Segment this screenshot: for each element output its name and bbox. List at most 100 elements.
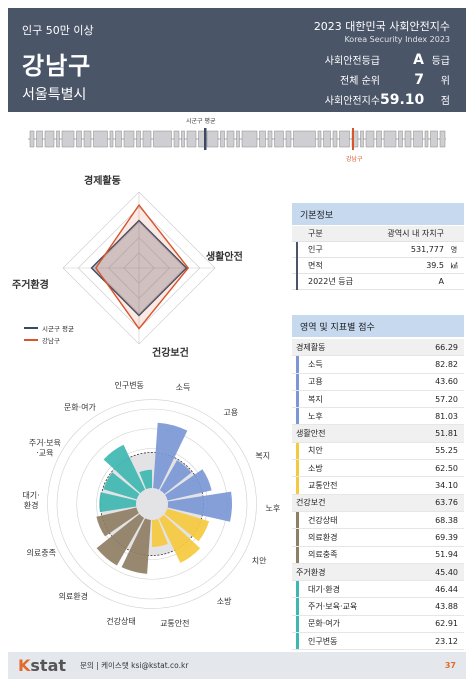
indicator-score: 43.60 [435, 377, 458, 387]
grade-value: A [413, 52, 424, 68]
rank-tick [439, 130, 446, 148]
legend-swatch-self [24, 339, 38, 341]
info-value: 39.5 [426, 261, 444, 270]
indicator-row: 소득 82.82 [292, 356, 464, 374]
domain-color-strip [296, 581, 299, 598]
logo-k: K [18, 656, 31, 675]
domain-color-strip [296, 546, 299, 563]
rank-tick [198, 130, 205, 148]
indicator-row: 대기·환경 46.44 [292, 581, 464, 599]
indicator-name: 소득 [308, 359, 323, 369]
rank-avg-marker [204, 128, 207, 150]
info-row: 면적 39.5 ㎢ [292, 258, 464, 274]
polar-bar [103, 472, 140, 500]
indicator-score: 69.39 [435, 532, 458, 542]
score-row: 사회안전지수 59.10 점 [260, 92, 450, 112]
polar-bar [158, 514, 201, 563]
domain-name: 생활안전 [296, 429, 326, 439]
rank-tick [404, 130, 412, 148]
polar-bar [96, 513, 145, 566]
polar-category-label: 대기· 환경 [22, 491, 39, 510]
domain-color-strip [296, 408, 299, 425]
polar-category-label: 소방 [217, 596, 232, 606]
rank-tick [76, 130, 82, 148]
rank-tick [142, 130, 152, 148]
indicator-row: 소방 62.50 [292, 460, 464, 478]
indicator-name: 대기·환경 [308, 584, 340, 594]
basic-info-title: 기본정보 [292, 203, 464, 225]
rank-tick [293, 130, 316, 148]
grade-row: 사회안전등급 A 등급 [260, 52, 450, 72]
indicator-row: 복지 57.20 [292, 390, 464, 409]
info-row: 2022년 등급 A [292, 274, 464, 290]
rank-tick [376, 130, 382, 148]
rank-tick [56, 130, 60, 148]
rank-tick [259, 130, 266, 148]
indicator-score: 55.25 [435, 446, 458, 456]
polar-bar [153, 422, 188, 490]
rank-tick [424, 130, 429, 148]
rank-tick [36, 130, 43, 148]
indicator-name: 소방 [308, 463, 323, 473]
contact-info: 문의 | 케이스탯 ksi@kstat.co.kr [80, 661, 189, 670]
domain-score: 63.76 [435, 498, 458, 508]
legend-label-self: 강남구 [42, 337, 60, 345]
region-name: 강남구 [22, 52, 92, 80]
polar-bar [139, 469, 152, 490]
province-name: 서울특별시 [22, 87, 87, 103]
rank-self-label: 강남구 [346, 156, 363, 163]
domain-score: 66.29 [435, 342, 458, 352]
rank-tick [323, 130, 331, 148]
rank-tick [29, 130, 35, 148]
indicator-name: 건강상태 [308, 515, 338, 525]
domain-name: 경제활동 [296, 342, 326, 352]
rank-tick [274, 130, 284, 148]
rank-tick [413, 130, 423, 148]
polar-category-label: 인구변동 [114, 380, 143, 390]
rank-tick [360, 130, 364, 148]
indicator-score: 62.91 [435, 619, 458, 629]
rank-tick [153, 130, 172, 148]
polar-grid-ring [47, 399, 257, 609]
rank-tick [317, 130, 322, 148]
rank-tick [236, 130, 240, 148]
radar-legend: 시군구 평균 강남구 [24, 322, 74, 346]
info-row: 인구 531,777 명 [292, 242, 464, 258]
indicator-score: 23.12 [435, 636, 458, 646]
indicator-score: 57.20 [435, 394, 458, 404]
rank-tick [220, 130, 225, 148]
info-unit: ㎢ [450, 261, 458, 270]
rank-tick [267, 130, 273, 148]
legend-label-avg: 시군구 평균 [42, 325, 74, 333]
domain-color-strip [296, 460, 299, 477]
rank-self-marker [352, 128, 354, 150]
indicator-score: 51.94 [435, 550, 458, 560]
indicator-score: 68.38 [435, 515, 458, 525]
polar-bar [121, 518, 151, 574]
logo-rest: stat [30, 656, 67, 675]
rank-tick [285, 130, 292, 148]
rank-tick [339, 130, 350, 148]
indicator-row: 의료충족 51.94 [292, 546, 464, 564]
rank-row: 전체 순위 7 위 [260, 72, 450, 92]
info-value: A [438, 277, 444, 286]
info-row: 구분 광역시 내 자치구 [292, 226, 464, 242]
domain-color-strip [296, 442, 299, 460]
polar-category-label: 건강상태 [106, 616, 135, 626]
domain-color-strip [296, 598, 299, 615]
rank-tick [136, 130, 141, 148]
rank-tick [186, 130, 197, 148]
indicator-name: 노후 [308, 411, 323, 421]
domain-row: 경제활동 66.29 [292, 339, 464, 357]
polar-bar [103, 444, 146, 494]
info-value: 531,777 [410, 245, 444, 254]
rank-avg-label: 시군구 평균 [186, 118, 216, 125]
radar-axis-label: 경제활동 [84, 176, 121, 187]
rank-label: 전체 순위 [340, 76, 380, 87]
rank-value: 7 [414, 72, 424, 88]
indicator-row: 주거·보육·교육 43.88 [292, 598, 464, 616]
rank-tick [181, 130, 185, 148]
polar-bar [167, 491, 233, 522]
rank-tick [383, 130, 397, 148]
